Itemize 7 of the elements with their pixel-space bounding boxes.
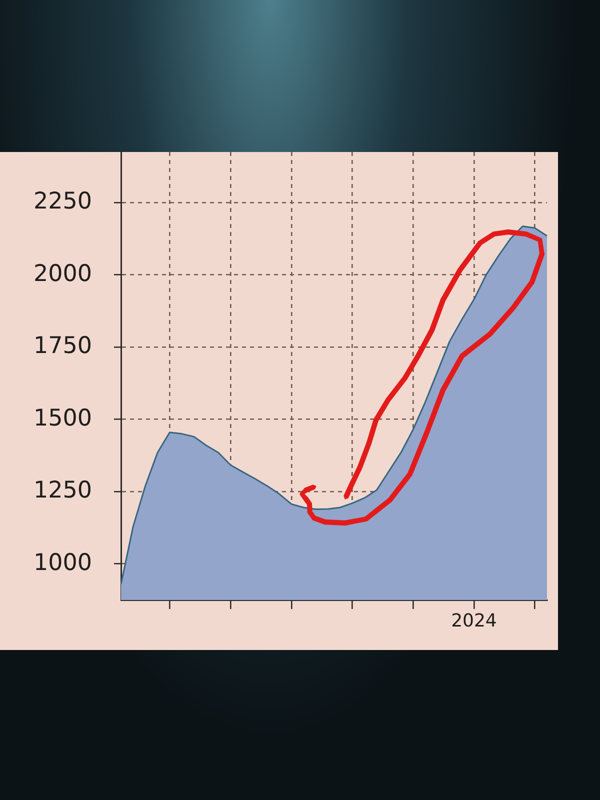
- x-tick-label: 2024: [451, 610, 497, 632]
- y-tick-label: 2250: [33, 188, 92, 215]
- y-tick-label: 1500: [33, 405, 92, 432]
- y-tick-label: 1750: [33, 333, 92, 360]
- y-tick-label: 2000: [33, 260, 92, 287]
- y-tick-label: 1000: [33, 550, 92, 576]
- y-tick-label: 1250: [33, 478, 92, 504]
